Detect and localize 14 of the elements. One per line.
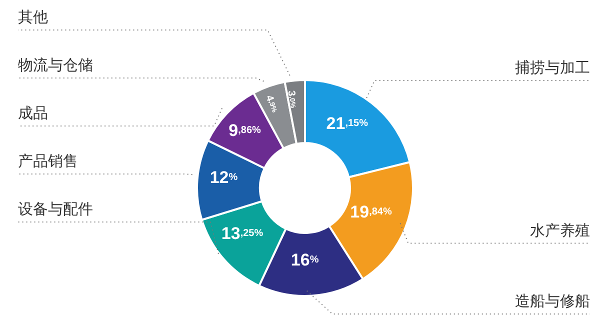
slice-label: 其他: [18, 8, 48, 26]
data-label: 12%: [210, 168, 238, 187]
data-label: 13,25%: [221, 224, 264, 243]
slice-label: 捕捞与加工: [515, 58, 590, 76]
slice-label: 造船与修船: [515, 292, 590, 310]
data-label: 21,15%: [326, 113, 368, 132]
slice-label: 物流与仓储: [18, 56, 93, 74]
slice-label: 产品销售: [18, 152, 78, 170]
data-label: 9,86%: [228, 120, 262, 140]
slice-label: 设备与配件: [18, 200, 93, 218]
data-label: 19,84%: [350, 202, 392, 221]
slice-label: 水产养殖: [530, 221, 590, 240]
data-label: 16%: [290, 250, 319, 269]
slice-label: 成品: [18, 104, 48, 122]
